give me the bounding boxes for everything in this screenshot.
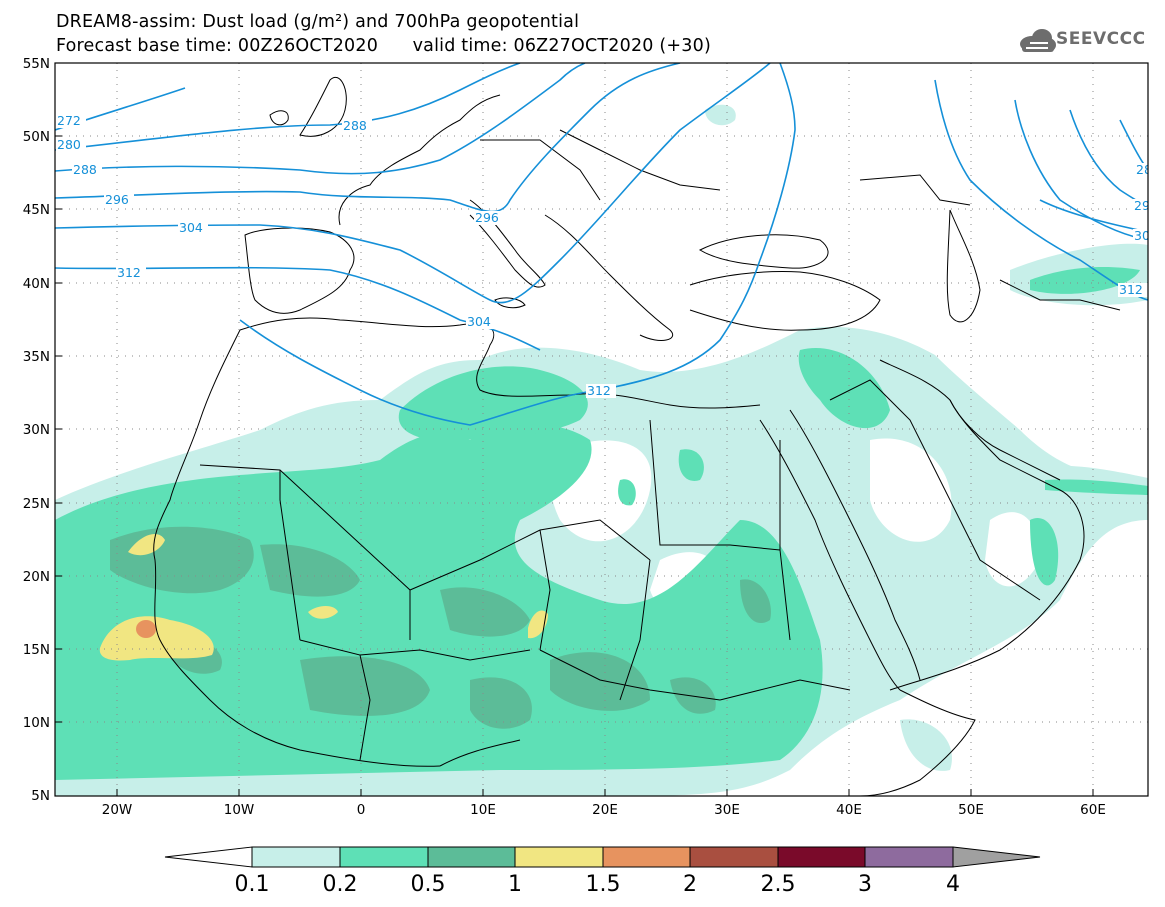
isoline-label: 296 <box>105 192 129 207</box>
coastlines <box>153 77 1121 796</box>
colorbar-swatch <box>602 846 691 868</box>
lat-label: 35N <box>23 349 50 365</box>
colorbar-swatch <box>777 846 866 868</box>
lon-label: 60E <box>1080 802 1106 818</box>
isoline-label: 272 <box>57 113 81 128</box>
colorbar-label: 0.1 <box>235 872 270 897</box>
lat-label: 50N <box>23 129 50 145</box>
lon-label: 40E <box>836 802 862 818</box>
lon-label: 10E <box>470 802 496 818</box>
lat-label: 15N <box>23 642 50 658</box>
isoline-label: 29 <box>1134 198 1150 213</box>
colorbar-label: 2.5 <box>761 872 796 897</box>
lon-label: 50E <box>958 802 984 818</box>
colorbar-legend: 0.1 0.2 0.5 1 1.5 2 2.5 3 4 <box>164 846 1041 897</box>
lon-label: 30E <box>714 802 740 818</box>
lon-label: 0 <box>357 802 366 818</box>
longitude-labels: 20W 10W 0 10E 20E 30E 40E 50E 60E <box>102 802 1106 818</box>
colorbar-swatch <box>514 846 604 868</box>
isoline-label: 296 <box>475 210 499 225</box>
logo-text: SEEVCCC <box>1056 29 1146 49</box>
lon-label: 20E <box>592 802 618 818</box>
latitude-labels: 55N 50N 45N 40N 35N 30N 25N 20N 15N 10N … <box>23 56 50 804</box>
colorbar-swatch <box>689 846 779 868</box>
colorbar-label: 0.5 <box>411 872 446 897</box>
isoline-label: 30 <box>1134 228 1150 243</box>
isoline-label: 288 <box>343 118 367 133</box>
colorbar-label: 0.2 <box>323 872 358 897</box>
isoline-label: 288 <box>73 162 97 177</box>
lon-label: 10W <box>224 802 255 818</box>
cloud-icon <box>1020 29 1056 52</box>
lat-label: 5N <box>31 788 50 804</box>
lat-label: 45N <box>23 202 50 218</box>
colorbar-label: 4 <box>946 872 960 897</box>
colorbar-right-arrow <box>952 846 1041 868</box>
axis-ticks <box>55 62 1094 796</box>
seevccc-logo <box>1020 29 1056 52</box>
colorbar-left-arrow <box>164 846 253 868</box>
isoline-label: 312 <box>117 265 141 280</box>
lat-label: 30N <box>23 422 50 438</box>
isoline-label: 312 <box>587 383 611 398</box>
isoline-label: 280 <box>57 137 81 152</box>
colorbar-swatch <box>339 846 429 868</box>
isoline-label: 304 <box>179 220 203 235</box>
lat-label: 25N <box>23 496 50 512</box>
colorbar-swatch <box>427 846 516 868</box>
map-subtitle: Forecast base time: 00Z26OCT2020 valid t… <box>56 36 711 56</box>
isoline-label: 312 <box>1119 282 1143 297</box>
lat-label: 55N <box>23 56 50 72</box>
lat-label: 20N <box>23 569 50 585</box>
isoline-label: 28 <box>1136 162 1152 177</box>
lat-label: 40N <box>23 276 50 292</box>
lon-label: 20W <box>102 802 133 818</box>
dust-field: 272 280 288 296 304 312 288 296 304 312 … <box>55 63 1152 796</box>
colorbar-label: 1.5 <box>586 872 621 897</box>
map-title: DREAM8-assim: Dust load (g/m²) and 700hP… <box>56 12 580 32</box>
colorbar-swatch <box>251 846 341 868</box>
colorbar-label: 3 <box>858 872 872 897</box>
colorbar-label: 1 <box>508 872 522 897</box>
isoline-label: 304 <box>467 314 491 329</box>
colorbar-label: 2 <box>683 872 697 897</box>
lat-label: 10N <box>23 715 50 731</box>
colorbar-swatch <box>864 846 954 868</box>
isoline-labels: 272 280 288 296 304 312 288 296 304 312 … <box>56 113 1152 398</box>
